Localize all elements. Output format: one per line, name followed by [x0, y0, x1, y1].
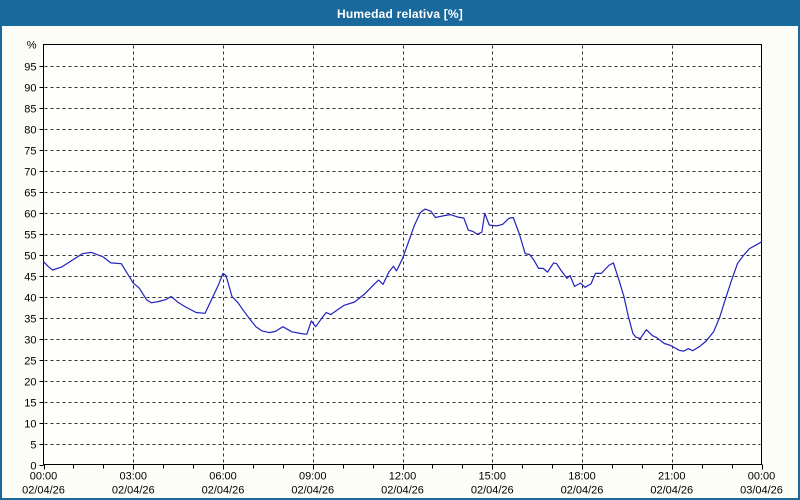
svg-text:60: 60 [24, 209, 36, 221]
svg-text:5: 5 [30, 440, 36, 452]
x-axis-labels: 00:00 02/04/26 03:00 02/04/26 06:00 02/04/26 0… [22, 471, 783, 497]
gridlines [44, 45, 761, 464]
x-tick-time: 15:00 [478, 471, 506, 483]
humidity-series-line [42, 208, 763, 352]
x-tick-date: 02/04/26 [202, 485, 245, 497]
svg-text:40: 40 [24, 293, 36, 305]
x-tick-time: 21:00 [658, 471, 686, 483]
svg-text:90: 90 [24, 83, 36, 95]
svg-text:20: 20 [24, 377, 36, 389]
x-tick-time: 03:00 [119, 471, 147, 483]
x-tick-date: 02/04/26 [22, 485, 65, 497]
svg-text:65: 65 [24, 188, 36, 200]
axis-ticks [39, 66, 763, 470]
svg-text:35: 35 [24, 314, 36, 326]
y-axis-labels: 0 5 10 15 20 25 30 35 40 45 50 55 60 65 70 75 80 85 90 95% [24, 40, 36, 473]
x-tick-date: 02/04/26 [561, 485, 604, 497]
x-tick-time: 06:00 [209, 471, 237, 483]
x-tick-date: 02/04/26 [112, 485, 155, 497]
x-tick-time: 09:00 [299, 471, 327, 483]
svg-text:55: 55 [24, 230, 36, 242]
svg-text:45: 45 [24, 272, 36, 284]
svg-text:80: 80 [24, 125, 36, 137]
page-title: Humedad relativa [%] [336, 7, 464, 21]
svg-text:15: 15 [24, 398, 36, 410]
plot-area [43, 44, 762, 465]
y-axis-unit-label: % [27, 40, 37, 52]
svg-text:50: 50 [24, 251, 36, 263]
svg-text:30: 30 [24, 335, 36, 347]
x-tick-date: 02/04/26 [291, 485, 334, 497]
x-tick-time: 12:00 [389, 471, 417, 483]
svg-text:25: 25 [24, 356, 36, 368]
x-tick-time: 00:00 [748, 471, 776, 483]
svg-text:70: 70 [24, 167, 36, 179]
x-tick-time: 00:00 [30, 471, 58, 483]
svg-text:95: 95 [24, 62, 36, 74]
x-tick-date: 02/04/26 [650, 485, 693, 497]
x-tick-date: 02/04/26 [381, 485, 424, 497]
x-tick-time: 18:00 [568, 471, 596, 483]
svg-text:10: 10 [24, 419, 36, 431]
svg-text:0: 0 [30, 461, 36, 473]
x-tick-date: 02/04/26 [471, 485, 514, 497]
x-tick-date: 03/04/26 [740, 485, 783, 497]
svg-text:75: 75 [24, 146, 36, 158]
svg-text:85: 85 [24, 104, 36, 116]
window-titlebar: Humedad relativa [%] [2, 2, 798, 26]
